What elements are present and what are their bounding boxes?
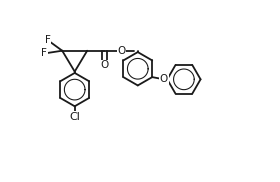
Text: Cl: Cl [69,112,80,122]
Text: O: O [118,46,126,56]
Text: O: O [100,60,109,70]
Text: F: F [45,35,51,45]
Text: O: O [160,74,168,84]
Text: F: F [41,48,47,58]
